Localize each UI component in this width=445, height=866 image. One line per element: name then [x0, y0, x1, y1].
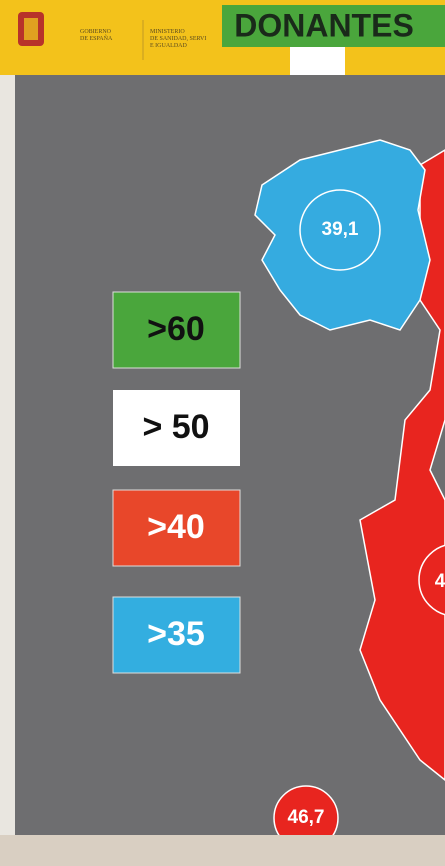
- title: DONANTES: [234, 7, 414, 43]
- legend-label: > 50: [142, 408, 209, 446]
- ministry-line: E IGUALDAD: [150, 43, 187, 49]
- infographic: GOBIERNO DE ESPAÑA MINISTERIO DE SANIDAD…: [0, 0, 445, 866]
- government-line: GOBIERNO: [80, 29, 112, 35]
- legend-label: >40: [147, 508, 205, 546]
- title-underbar: [290, 47, 345, 75]
- legend-label: >35: [147, 615, 205, 653]
- footer-photo: [0, 835, 445, 866]
- coat-of-arms-inner: [24, 18, 38, 40]
- page: {"header": {"government": ["GOBIERNO", "…: [0, 0, 445, 866]
- map-value: 4: [435, 571, 445, 592]
- map-value: 39,1: [322, 219, 359, 240]
- ministry-line: DE SANIDAD, SERVI: [150, 36, 206, 42]
- ministry-line: MINISTERIO: [150, 29, 185, 35]
- map-value: 46,7: [288, 807, 325, 828]
- legend-label: >60: [147, 310, 205, 348]
- government-line: DE ESPAÑA: [80, 34, 113, 42]
